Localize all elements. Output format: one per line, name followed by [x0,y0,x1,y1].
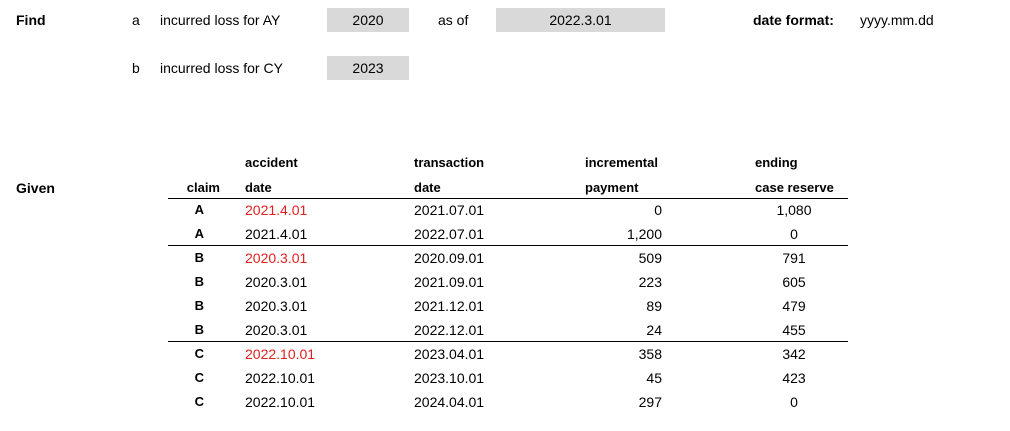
claim-cell: C [194,394,204,409]
table-row: C 2022.10.01 2023.04.01 358 342 [0,343,1010,367]
header-incremental-payment: payment [585,180,639,195]
claim-cell: B [194,322,204,337]
item-a-letter: a [132,12,140,28]
table-row: C 2022.10.01 2023.10.01 45 423 [0,367,1010,391]
incremental-payment-cell: 1,200 [626,226,662,242]
transaction-date-cell: 2021.07.01 [414,202,485,218]
table-row: B 2020.3.01 2022.12.01 24 455 [0,319,1010,343]
transaction-date-cell: 2023.10.01 [414,370,485,386]
transaction-date-cell: 2020.09.01 [414,250,485,266]
accident-date-cell: 2021.4.01 [245,226,308,242]
transaction-date-cell: 2021.12.01 [414,298,485,314]
ending-case-reserve-cell: 1,080 [776,202,812,218]
incremental-payment-cell: 358 [638,346,662,362]
table-row: B 2020.3.01 2021.09.01 223 605 [0,271,1010,295]
incremental-payment-cell: 24 [646,322,662,338]
accident-date-cell: 2020.3.01 [245,298,308,314]
header-accident: accident [245,155,298,170]
accident-date-cell: 2022.10.01 [245,370,316,386]
accident-date-cell: 2020.3.01 [245,274,308,290]
header-transaction-date: date [414,180,441,195]
header-accident-date: date [245,180,272,195]
item-b-letter: b [132,60,140,76]
table-row: B 2020.3.01 2020.09.01 509 791 [0,247,1010,271]
accident-date-cell: 2020.3.01 [245,322,308,338]
accident-date-cell: 2021.4.01 [245,202,308,218]
transaction-date-cell: 2022.07.01 [414,226,485,242]
as-of-date-input[interactable]: 2022.3.01 [496,8,665,32]
transaction-date-cell: 2023.04.01 [414,346,485,362]
incremental-payment-cell: 89 [646,298,662,314]
incremental-payment-cell: 223 [638,274,662,290]
accident-date-cell: 2020.3.01 [245,250,308,266]
table-row: C 2022.10.01 2024.04.01 297 0 [0,391,1010,415]
incremental-payment-cell: 0 [654,202,662,218]
claim-cell: A [194,226,204,241]
incremental-payment-cell: 297 [638,394,662,410]
incremental-payment-cell: 509 [638,250,662,266]
ending-case-reserve-cell: 455 [782,322,806,338]
table-row: A 2021.4.01 2021.07.01 0 1,080 [0,199,1010,223]
ending-case-reserve-cell: 342 [782,346,806,362]
claim-cell: C [194,370,204,385]
ay-input[interactable]: 2020 [327,8,409,32]
claim-cell: B [194,250,204,265]
claim-cell: B [194,298,204,313]
item-a-text: incurred loss for AY [160,12,281,28]
ending-case-reserve-cell: 791 [782,250,806,266]
accident-date-cell: 2022.10.01 [245,346,316,362]
claim-cell: C [194,346,204,361]
claim-cell: A [194,202,204,217]
ending-case-reserve-cell: 479 [782,298,806,314]
given-label: Given [16,180,55,196]
date-format-label: date format: [753,12,834,28]
find-label: Find [16,12,46,28]
ending-case-reserve-cell: 0 [790,226,798,242]
table-row: B 2020.3.01 2021.12.01 89 479 [0,295,1010,319]
transaction-date-cell: 2022.12.01 [414,322,485,338]
group-rule-a [168,245,848,246]
incremental-payment-cell: 45 [646,370,662,386]
header-incremental: incremental [585,155,658,170]
claim-cell: B [194,274,204,289]
ending-case-reserve-cell: 0 [790,394,798,410]
cy-input[interactable]: 2023 [327,56,409,80]
ending-case-reserve-cell: 423 [782,370,806,386]
item-b-text: incurred loss for CY [160,60,283,76]
group-rule-b [168,341,848,342]
header-case-reserve: case reserve [755,180,834,195]
header-claim: claim [186,180,220,195]
header-transaction: transaction [414,155,485,170]
transaction-date-cell: 2021.09.01 [414,274,485,290]
transaction-date-cell: 2024.04.01 [414,394,485,410]
as-of-label: as of [438,12,469,28]
date-format-value: yyyy.mm.dd [860,12,934,28]
ending-case-reserve-cell: 605 [782,274,806,290]
header-rule [168,198,848,199]
accident-date-cell: 2022.10.01 [245,394,316,410]
header-ending: ending [755,155,798,170]
table-row: A 2021.4.01 2022.07.01 1,200 0 [0,223,1010,247]
